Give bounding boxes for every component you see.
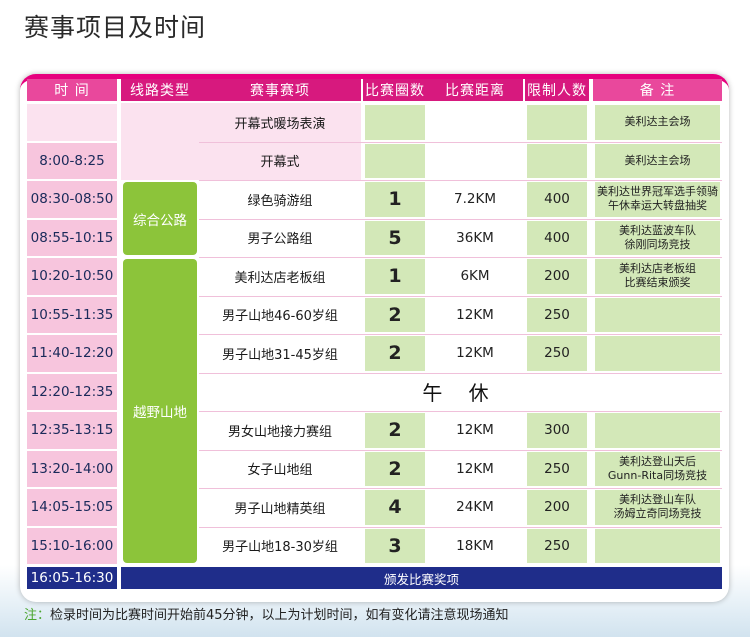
time-cell: 13:20-14:00 xyxy=(27,450,117,487)
row-divider xyxy=(199,411,722,412)
time-cell xyxy=(27,104,117,141)
time-cell: 12:35-13:15 xyxy=(27,412,117,449)
footnote-label: 注： xyxy=(24,608,51,623)
limit-cell xyxy=(527,105,587,140)
header-2: 赛事赛项 xyxy=(199,79,361,101)
note-cell xyxy=(595,528,720,563)
limit-cell xyxy=(527,143,587,178)
row-divider xyxy=(199,372,722,374)
event-name: 男子山地18-30岁组 xyxy=(222,540,338,556)
row-divider xyxy=(199,218,722,220)
limit-cell: 200 xyxy=(527,259,587,294)
laps-cell: 2 xyxy=(365,413,425,448)
header-1: 线路类型 xyxy=(121,79,199,101)
header-3: 比赛圈数 xyxy=(363,79,427,101)
event-name: 男子山地精英组 xyxy=(234,501,326,517)
event-name: 男子山地31-45岁组 xyxy=(222,347,338,363)
note-cell: 美利达主会场 xyxy=(595,143,720,178)
lunch-time-cell: 12:20-12:35 xyxy=(27,373,117,410)
event-name: 美利达店老板组 xyxy=(234,270,326,286)
distance-cell xyxy=(427,142,523,181)
route-type-mtb: 越野山地 xyxy=(123,259,197,563)
time-cell: 10:55-11:35 xyxy=(27,296,117,333)
laps-cell: 2 xyxy=(365,451,425,486)
distance-cell: 7.2KM xyxy=(454,191,496,208)
limit-cell: 400 xyxy=(527,220,587,255)
limit-cell: 400 xyxy=(527,182,587,217)
laps-cell: 5 xyxy=(365,220,425,255)
limit-cell: 250 xyxy=(527,297,587,332)
distance-cell: 12KM xyxy=(456,460,494,477)
row-divider xyxy=(199,141,722,143)
distance-cell: 12KM xyxy=(456,306,494,323)
note-cell: 美利达登山车队 汤姆立奇同场竞技 xyxy=(595,490,720,525)
time-cell: 8:00-8:25 xyxy=(27,142,117,179)
note-cell: 美利达登山天后 Gunn-Rita同场竞技 xyxy=(595,451,720,486)
footnote: 注：检录时间为比赛时间开始前45分钟，以上为计划时间，如有变化请注意现场通知 xyxy=(24,604,509,623)
limit-cell: 250 xyxy=(527,336,587,371)
laps-cell: 4 xyxy=(365,490,425,525)
award-ceremony: 颁发比赛奖项 xyxy=(121,567,722,589)
row-divider xyxy=(199,449,722,451)
time-cell: 08:30-08:50 xyxy=(27,181,117,218)
time-cell: 15:10-16:00 xyxy=(27,527,117,564)
page-title: 赛事项目及时间 xyxy=(24,13,207,42)
note-cell xyxy=(595,413,720,448)
note-cell: 美利达主会场 xyxy=(595,105,720,140)
distance-cell xyxy=(427,103,523,142)
distance-cell: 12KM xyxy=(456,422,494,439)
event-name: 开幕式暖场表演 xyxy=(234,116,326,132)
header-5: 限制人数 xyxy=(525,79,589,101)
row-divider xyxy=(199,334,722,335)
time-cell: 11:40-12:20 xyxy=(27,335,117,372)
limit-cell: 250 xyxy=(527,451,587,486)
event-name: 男子公路组 xyxy=(247,232,313,248)
time-cell: 14:05-15:05 xyxy=(27,489,117,526)
note-cell: 美利达世界冠军选手领骑 午休幸运大转盘抽奖 xyxy=(595,182,720,217)
note-cell: 美利达店老板组 比赛结束颁奖 xyxy=(595,259,720,294)
distance-cell: 18KM xyxy=(456,537,494,554)
footnote-text: 检录时间为比赛时间开始前45分钟，以上为计划时间，如有变化请注意现场通知 xyxy=(50,608,509,623)
limit-cell: 200 xyxy=(527,490,587,525)
laps-cell xyxy=(365,105,425,140)
event-name: 男女山地接力赛组 xyxy=(227,424,332,440)
distance-cell: 6KM xyxy=(460,268,490,285)
row-divider xyxy=(199,526,722,528)
row-divider xyxy=(199,180,722,181)
distance-cell: 36KM xyxy=(456,229,494,246)
note-cell xyxy=(595,297,720,332)
limit-cell: 300 xyxy=(527,413,587,448)
row-divider xyxy=(199,257,722,258)
time-cell: 08:55-10:15 xyxy=(27,219,117,256)
row-divider xyxy=(199,295,722,297)
laps-cell: 1 xyxy=(365,182,425,217)
limit-cell: 250 xyxy=(527,528,587,563)
row-divider xyxy=(199,488,722,489)
note-cell: 美利达蓝波车队 徐刚同场竞技 xyxy=(595,220,720,255)
lunch-break: 午 休 xyxy=(422,381,499,406)
event-name: 绿色骑游组 xyxy=(247,193,313,209)
distance-cell: 12KM xyxy=(456,345,494,362)
distance-cell: 24KM xyxy=(456,499,494,516)
event-name: 男子山地46-60岁组 xyxy=(222,309,338,325)
event-name: 女子山地组 xyxy=(247,463,313,479)
route-type-road: 综合公路 xyxy=(123,182,197,255)
note-cell xyxy=(595,336,720,371)
laps-cell: 2 xyxy=(365,336,425,371)
award-time: 16:05-16:30 xyxy=(27,567,117,589)
header-6: 备 注 xyxy=(593,79,722,101)
event-name: 开幕式 xyxy=(260,155,300,171)
time-cell: 10:20-10:50 xyxy=(27,258,117,295)
header-0: 时 间 xyxy=(27,79,117,101)
laps-cell xyxy=(365,143,425,178)
header-4: 比赛距离 xyxy=(427,79,523,101)
laps-cell: 1 xyxy=(365,259,425,294)
laps-cell: 2 xyxy=(365,297,425,332)
laps-cell: 3 xyxy=(365,528,425,563)
schedule-table: 时 间线路类型 赛事赛项 比赛圈数 比赛距离 限制人数备 注 8:00-8:25 08:30… xyxy=(27,79,722,592)
